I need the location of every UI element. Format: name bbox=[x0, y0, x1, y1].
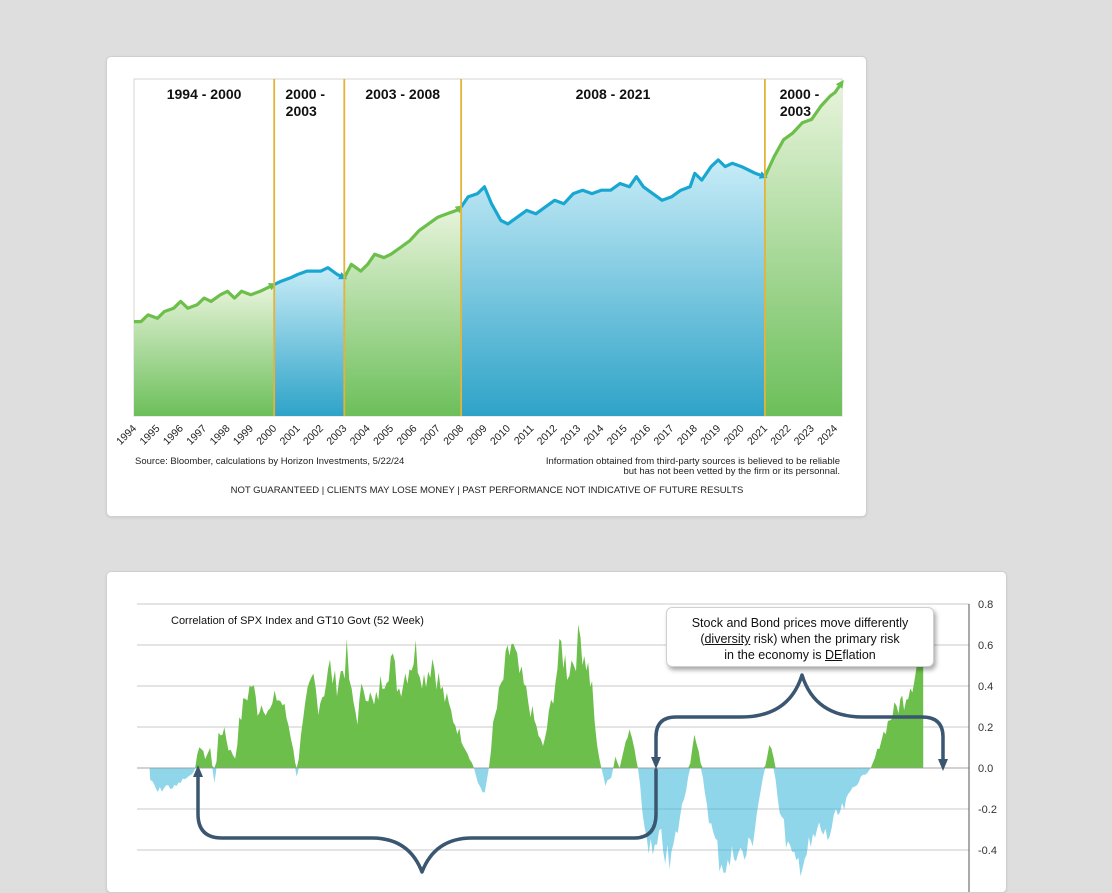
callout-paren: ( bbox=[700, 632, 705, 646]
y-tick-label: 0.6 bbox=[978, 640, 993, 652]
x-tick-label: 1998 bbox=[208, 423, 233, 448]
callout-diversity: diversity bbox=[704, 632, 751, 646]
x-tick-label: 2012 bbox=[535, 423, 560, 448]
y-tick-label: 0.2 bbox=[978, 722, 993, 734]
x-tick-label: 2021 bbox=[745, 423, 770, 448]
x-tick-label: 1996 bbox=[161, 423, 186, 448]
x-tick-label: 1997 bbox=[184, 423, 209, 448]
y-tick-label: 0.8 bbox=[978, 599, 993, 611]
info-note-line1: Information obtained from third-party so… bbox=[546, 456, 840, 467]
regime-line-2 bbox=[342, 205, 464, 279]
disclaimer: NOT GUARANTEED | CLIENTS MAY LOSE MONEY … bbox=[231, 485, 744, 496]
x-tick-label: 2009 bbox=[465, 423, 490, 448]
x-tick-label: 2023 bbox=[792, 423, 817, 448]
x-tick-label: 2018 bbox=[675, 423, 700, 448]
regime-area-4 bbox=[764, 82, 842, 417]
callout-de: DE bbox=[825, 648, 843, 662]
source-note: Source: Bloomber, calculations by Horizo… bbox=[135, 456, 404, 467]
x-tick-label: 2001 bbox=[278, 423, 303, 448]
regime-area-2 bbox=[344, 207, 462, 416]
brace-arrow-left bbox=[651, 757, 661, 769]
positive-correlation-area bbox=[137, 624, 924, 768]
callout-box: Stock and Bond prices move differently (… bbox=[666, 607, 934, 667]
callout-line-2: (diversity risk) when the primary risk bbox=[667, 631, 933, 647]
inflation-brace bbox=[196, 768, 658, 874]
x-tick-label: 2004 bbox=[348, 423, 373, 448]
correlation-chart-card: 0.8 0.6 0.4 0.2 0.0 -0.2 -0.4 Correlation of S… bbox=[106, 571, 1007, 893]
regime-line-4 bbox=[763, 79, 844, 178]
x-tick-label: 2005 bbox=[371, 423, 396, 448]
x-tick-label: 2022 bbox=[768, 423, 793, 448]
x-tick-label: 2010 bbox=[488, 423, 513, 448]
x-tick-label: 2002 bbox=[301, 423, 326, 448]
x-tick-label: 1999 bbox=[231, 423, 256, 448]
x-tick-label: 1994 bbox=[114, 423, 139, 448]
x-tick-label: 2000 bbox=[254, 423, 279, 448]
regime-label-3: 2008 - 2021 bbox=[576, 86, 651, 102]
regime-label-4: 2000 -2003 bbox=[780, 86, 820, 119]
x-tick-label: 2017 bbox=[652, 423, 677, 448]
x-tick-label: 2014 bbox=[581, 423, 606, 448]
x-tick-label: 2008 bbox=[441, 423, 466, 448]
x-tick-label: 2013 bbox=[558, 423, 583, 448]
x-tick-label: 2015 bbox=[605, 423, 630, 448]
x-tick-label: 2003 bbox=[324, 423, 349, 448]
chart-title: Correlation of SPX Index and GT10 Govt (… bbox=[171, 615, 424, 627]
regime-line-1 bbox=[273, 266, 348, 287]
regime-line-3 bbox=[459, 158, 768, 226]
info-note-line2: but has not been vetted by the firm or i… bbox=[623, 466, 840, 477]
x-tick-label: 2007 bbox=[418, 423, 443, 448]
x-tick-label: 2020 bbox=[722, 423, 747, 448]
y-tick-label: -0.2 bbox=[978, 804, 997, 816]
brace-arrow-right bbox=[938, 759, 948, 771]
regime-chart-card: 1994 - 2000 2000 -2003 2003 - 2008 2008 - 2… bbox=[106, 56, 867, 517]
callout-flation: flation bbox=[842, 648, 876, 662]
callout-line-3: in the economy is DEflation bbox=[667, 647, 933, 663]
regime-label-1: 2000 -2003 bbox=[285, 86, 325, 119]
y-tick-label: 0.0 bbox=[978, 763, 993, 775]
negative-correlation-area bbox=[137, 768, 924, 877]
brace-arrow-lower-left bbox=[193, 765, 203, 777]
regime-area-1 bbox=[274, 267, 345, 416]
deflation-brace bbox=[654, 673, 945, 766]
regime-area-3 bbox=[461, 159, 765, 416]
x-tick-label: 2024 bbox=[815, 423, 840, 448]
y-tick-label: 0.4 bbox=[978, 681, 993, 693]
regime-area-0 bbox=[134, 284, 275, 416]
x-tick-label: 2016 bbox=[628, 423, 653, 448]
regime-chart: 1994 - 2000 2000 -2003 2003 - 2008 2008 - 2… bbox=[114, 78, 844, 496]
callout-line-1: Stock and Bond prices move differently bbox=[691, 616, 909, 630]
x-tick-label: 1995 bbox=[137, 423, 162, 448]
x-tick-label: 2011 bbox=[512, 423, 537, 448]
callout-economy-text: in the economy is bbox=[724, 648, 825, 662]
regime-label-2: 2003 - 2008 bbox=[365, 86, 440, 102]
x-tick-label: 2019 bbox=[698, 423, 723, 448]
regime-line-0 bbox=[134, 283, 277, 324]
y-tick-label: -0.4 bbox=[978, 845, 997, 857]
callout-risk-text: risk) when the primary risk bbox=[750, 632, 900, 646]
x-tick-label: 2006 bbox=[395, 423, 420, 448]
regime-label-0: 1994 - 2000 bbox=[167, 86, 242, 102]
